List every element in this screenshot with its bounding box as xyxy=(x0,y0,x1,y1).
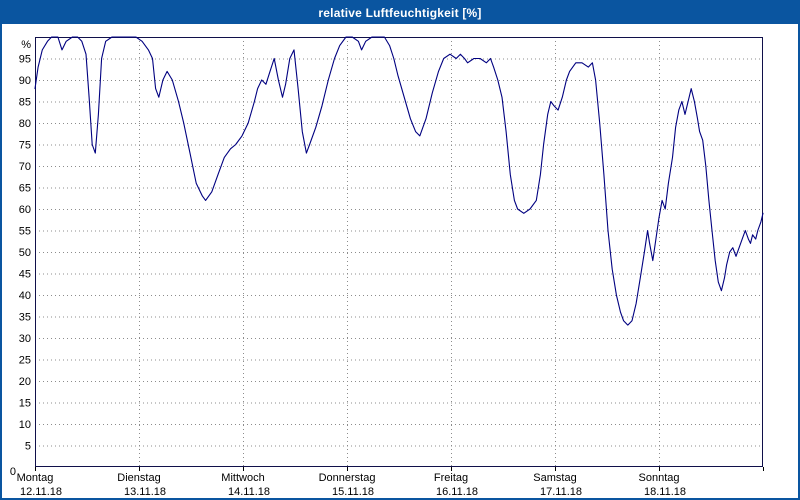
x-label-day: Samstag xyxy=(533,472,576,484)
svg-text:15: 15 xyxy=(19,398,31,410)
svg-text:35: 35 xyxy=(19,312,31,324)
svg-text:20: 20 xyxy=(19,376,31,388)
svg-text:80: 80 xyxy=(19,118,31,130)
gridlines xyxy=(35,37,763,467)
svg-text:40: 40 xyxy=(19,290,31,302)
svg-text:70: 70 xyxy=(19,161,31,173)
window-title: relative Luftfeuchtigkeit [%] xyxy=(318,6,482,20)
x-label-day: Mittwoch xyxy=(221,472,264,484)
svg-text:85: 85 xyxy=(19,97,31,109)
svg-text:5: 5 xyxy=(25,441,31,453)
svg-text:95: 95 xyxy=(19,54,31,66)
plot-border xyxy=(35,37,763,467)
svg-text:60: 60 xyxy=(19,204,31,216)
svg-text:45: 45 xyxy=(19,269,31,281)
y-axis-origin-label: 0 xyxy=(10,466,16,478)
svg-text:30: 30 xyxy=(19,333,31,345)
x-label-date: 12.11.18 xyxy=(20,486,62,498)
x-label-day: Montag xyxy=(17,472,54,484)
svg-text:25: 25 xyxy=(19,355,31,367)
svg-text:65: 65 xyxy=(19,183,31,195)
svg-text:50: 50 xyxy=(19,247,31,259)
y-axis-unit-label: % xyxy=(21,39,31,51)
x-label-date: 17.11.18 xyxy=(540,486,582,498)
svg-text:90: 90 xyxy=(19,75,31,87)
x-label-date: 18.11.18 xyxy=(644,486,686,498)
x-label-day: Freitag xyxy=(434,472,468,484)
chart-area: 5 10 15 20 25 30 35 40 45 50 55 60 65 70 75 80 85 90 95% 0 M… xyxy=(2,24,798,498)
svg-text:10: 10 xyxy=(19,419,31,431)
y-axis-labels: 5 10 15 20 25 30 35 40 45 50 55 60 65 70 75 80 85 90 95% 0 xyxy=(10,39,31,478)
x-label-date: 15.11.18 xyxy=(332,486,374,498)
x-label-day: Sonntag xyxy=(639,472,680,484)
humidity-series-line xyxy=(34,36,764,326)
svg-text:75: 75 xyxy=(19,140,31,152)
window-title-bar: relative Luftfeuchtigkeit [%] xyxy=(2,2,798,24)
x-label-date: 13.11.18 xyxy=(124,486,166,498)
x-label-day: Donnerstag xyxy=(319,472,376,484)
svg-text:55: 55 xyxy=(19,226,31,238)
x-label-day: Dienstag xyxy=(117,472,160,484)
x-tick-marks xyxy=(35,467,764,471)
x-axis-labels: Montag 12.11.18 Dienstag 13.11.18 Mittwoch 14… xyxy=(17,472,686,498)
x-label-date: 14.11.18 xyxy=(228,486,270,498)
x-label-date: 16.11.18 xyxy=(436,486,478,498)
